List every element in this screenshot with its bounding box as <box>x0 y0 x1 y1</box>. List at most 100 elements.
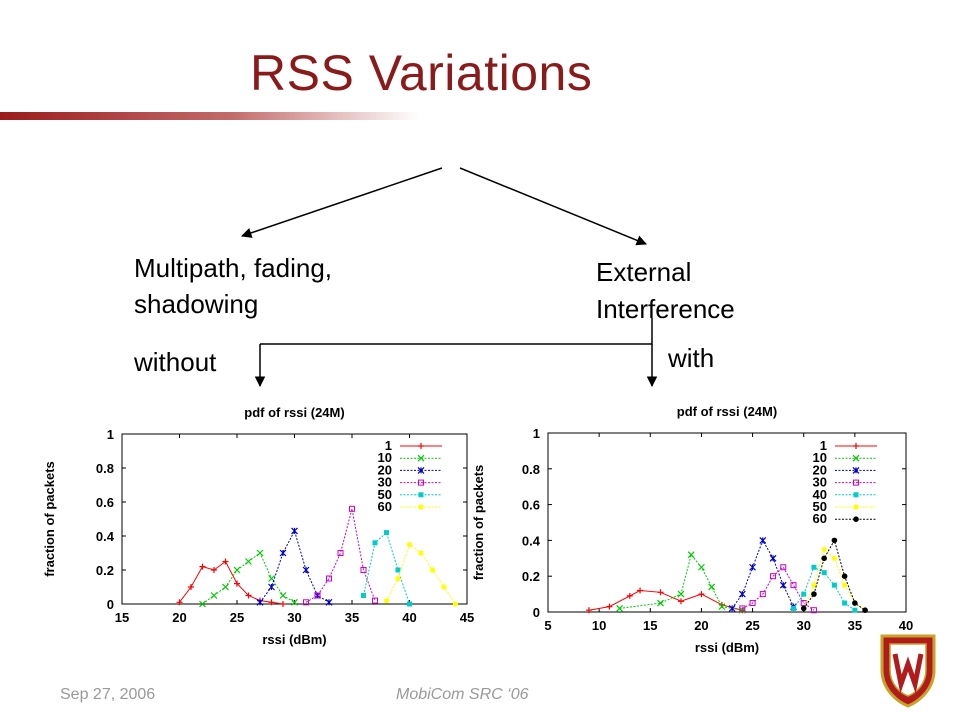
data-point-10 <box>687 551 695 559</box>
x-axis-label: rssi (dBm) <box>695 640 759 655</box>
data-point-1 <box>698 591 705 598</box>
legend-swatch-marker <box>853 516 859 522</box>
data-point-60 <box>852 600 858 606</box>
data-point-10 <box>279 592 287 599</box>
legend-label: 10 <box>378 450 392 465</box>
x-axis-label: rssi (dBm) <box>262 632 326 647</box>
y-tick-label: 1 <box>533 426 540 441</box>
data-point-20 <box>256 598 264 606</box>
data-point-1 <box>280 601 286 607</box>
data-point-60 <box>821 555 827 562</box>
x-tick-label: 10 <box>592 618 606 633</box>
data-point-30 <box>800 600 807 607</box>
data-point-50 <box>395 567 401 573</box>
data-point-10 <box>291 598 298 606</box>
arrow-to-multipath <box>241 167 443 238</box>
y-tick-label: 0 <box>533 605 540 620</box>
y-tick-label: 0.8 <box>96 461 114 476</box>
footer-date: Sep 27, 2006 <box>60 686 156 703</box>
data-point-60 <box>406 541 413 548</box>
legend-swatch-marker <box>853 443 859 449</box>
y-tick-label: 0.6 <box>96 495 114 510</box>
without-label: without <box>134 347 217 377</box>
data-point-30 <box>372 597 378 604</box>
data-point-40 <box>811 564 817 570</box>
data-point-10 <box>210 592 218 599</box>
x-tick-label: 45 <box>460 610 474 625</box>
x-tick-label: 15 <box>115 610 129 625</box>
legend-label: 20 <box>813 462 827 477</box>
legend-label: 1 <box>385 438 392 453</box>
data-point-1 <box>211 567 217 573</box>
plot-frame <box>547 432 907 613</box>
chart-with-interference: pdf of rssi (24M) rssi (dBm) fraction of p… <box>471 404 913 655</box>
legend-label: 40 <box>813 487 827 502</box>
legend-swatch-marker <box>418 492 424 498</box>
data-point-50 <box>407 601 412 607</box>
data-point-30 <box>303 599 309 606</box>
plot-frame <box>121 433 468 605</box>
data-point-40 <box>790 605 796 611</box>
data-point-60 <box>862 607 868 614</box>
data-point-1 <box>199 563 206 570</box>
university-crest-logo <box>880 634 936 708</box>
data-point-10 <box>657 599 664 607</box>
y-axis-label: fraction of packets <box>471 465 486 581</box>
data-point-40 <box>852 607 858 613</box>
y-tick-label: 0.8 <box>522 462 540 477</box>
data-point-10 <box>616 604 624 612</box>
data-point-1 <box>677 598 684 605</box>
data-point-1 <box>585 607 592 614</box>
data-point-30 <box>759 591 766 598</box>
data-point-1 <box>234 580 240 587</box>
data-point-60 <box>800 605 807 612</box>
x-tick-label: 35 <box>345 610 359 625</box>
data-point-20 <box>291 527 298 535</box>
x-tick-label: 20 <box>172 610 186 625</box>
x-tick-label: 25 <box>745 618 759 633</box>
data-point-50 <box>842 582 848 588</box>
data-point-10 <box>233 566 241 574</box>
data-point-50 <box>811 582 817 588</box>
data-point-30 <box>749 600 756 607</box>
x-tick-label: 5 <box>544 618 551 633</box>
legend-label: 30 <box>813 475 827 490</box>
legend-label: 1 <box>820 438 827 453</box>
data-point-40 <box>842 600 848 606</box>
data-point-10 <box>256 549 264 557</box>
with-label: with <box>668 343 715 373</box>
legend-label: 50 <box>813 499 827 514</box>
series-line-60 <box>803 539 866 611</box>
data-point-60 <box>418 550 424 556</box>
data-point-20 <box>749 563 756 571</box>
data-point-1 <box>626 592 633 599</box>
series-line-20 <box>259 529 330 603</box>
chart-title: pdf of rssi (24M) <box>677 404 777 419</box>
data-point-10 <box>718 603 726 611</box>
y-tick-label: 0.6 <box>522 498 540 513</box>
data-point-20 <box>302 566 310 574</box>
x-tick-label: 30 <box>287 610 301 625</box>
data-point-20 <box>728 604 736 612</box>
multipath-heading-line2: shadowing <box>134 289 259 319</box>
data-point-50 <box>372 540 378 546</box>
legend-swatch-marker <box>418 443 424 449</box>
title-underline-bar <box>0 112 420 120</box>
data-point-10 <box>677 590 685 598</box>
data-point-1 <box>245 592 252 599</box>
data-point-50 <box>361 593 366 598</box>
data-point-60 <box>841 573 848 579</box>
data-point-30 <box>810 607 817 614</box>
data-point-1 <box>657 589 664 596</box>
data-point-10 <box>245 558 252 565</box>
data-point-60 <box>395 575 401 582</box>
legend-label: 50 <box>378 487 392 502</box>
data-point-50 <box>821 546 827 552</box>
data-point-40 <box>831 582 837 588</box>
x-tick-label: 15 <box>643 618 657 633</box>
data-point-1 <box>222 558 229 565</box>
data-point-30 <box>337 550 344 556</box>
legend-label: 20 <box>378 462 392 477</box>
legend-label: 30 <box>378 475 392 490</box>
